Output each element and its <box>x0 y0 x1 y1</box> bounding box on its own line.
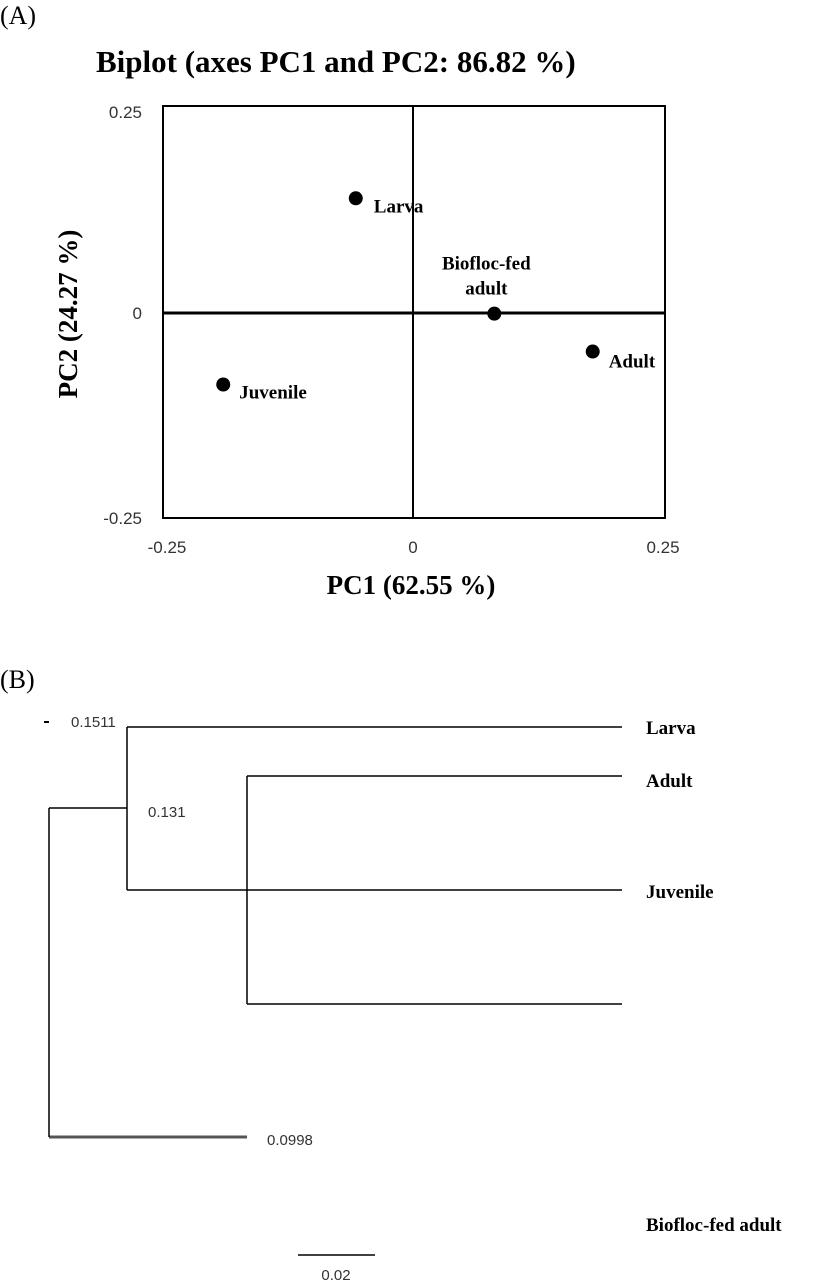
biplot-title: Biplot (axes PC1 and PC2: 86.82 %) <box>96 44 576 79</box>
scale-bar-label: 0.02 <box>321 1267 350 1284</box>
biplot: 0.25 0 -0.25 -0.25 0 0.25 PC1 (62.55 %) … <box>53 103 680 600</box>
leaf-label-biofloc-fed-adult: Biofloc-fed adult <box>646 1215 782 1236</box>
x-tick-zero: 0 <box>408 538 417 557</box>
y-tick-zero: 0 <box>133 304 142 323</box>
x-tick-left: -0.25 <box>148 538 187 557</box>
point-biofloc-fed-adult <box>487 306 502 321</box>
x-axis-title: PC1 (62.55 %) <box>327 570 496 600</box>
point-label-juvenile: Juvenile <box>239 383 307 404</box>
panel-a-label: (A) <box>0 1 36 30</box>
y-axis-title: PC2 (24.27 %) <box>53 230 83 399</box>
leaf-label-adult: Adult <box>646 771 693 792</box>
point-larva <box>348 191 363 206</box>
y-tick-bottom: -0.25 <box>103 509 142 528</box>
dendrogram <box>44 721 622 1256</box>
x-tick-right: 0.25 <box>646 538 679 557</box>
node-label-00998: 0.0998 <box>267 1132 313 1149</box>
points-layer: Larva Biofloc-fed adult Adult Juvenile <box>216 191 656 404</box>
panel-b-label: (B) <box>0 665 35 694</box>
point-label-adult: Adult <box>609 352 656 373</box>
node-label-0131: 0.131 <box>148 804 186 821</box>
node-label-01511: 0.1511 <box>71 714 116 731</box>
point-label-biofloc-fed-adult: Biofloc-fed adult <box>442 254 531 300</box>
y-tick-top: 0.25 <box>109 103 142 122</box>
point-label-larva: Larva <box>374 196 424 217</box>
point-juvenile <box>216 377 231 392</box>
point-adult <box>585 344 600 359</box>
leaf-label-juvenile: Juvenile <box>646 882 714 903</box>
leaf-label-larva: Larva <box>646 718 696 739</box>
